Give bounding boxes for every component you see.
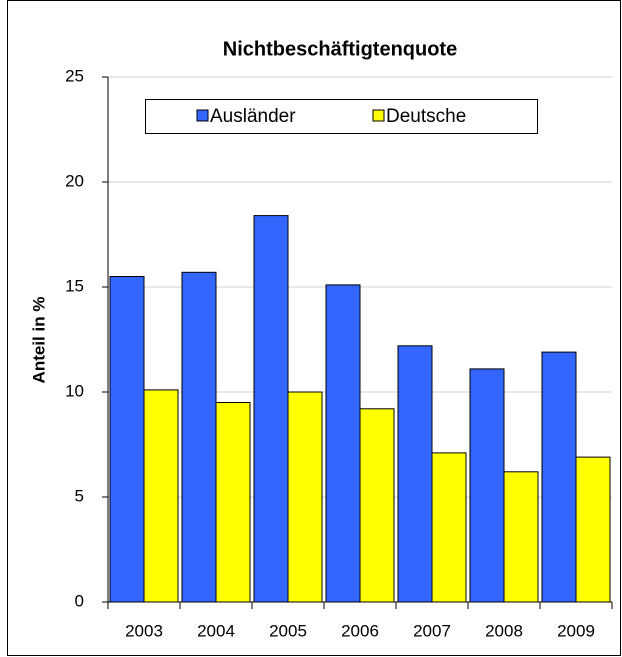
legend-label: Ausländer: [210, 106, 296, 127]
chart-title: Nichtbeschäftigtenquote: [223, 38, 457, 60]
y-axis-label: Anteil in %: [29, 297, 48, 384]
x-tick-label: 2009: [557, 621, 595, 640]
bar: [287, 391, 323, 603]
bar: [325, 284, 361, 603]
bar: [469, 368, 505, 603]
bar: [109, 276, 145, 603]
y-tick-label: 20: [65, 171, 84, 190]
y-tick-label: 0: [75, 591, 84, 610]
y-tick-label: 25: [65, 66, 84, 85]
x-tick-label: 2005: [269, 621, 307, 640]
bar: [397, 345, 433, 603]
y-tick-label: 15: [65, 276, 84, 295]
legend-label: Deutsche: [386, 106, 466, 127]
bar: [359, 408, 395, 603]
legend-swatch: [196, 109, 209, 122]
bar: [431, 452, 467, 603]
x-tick-label: 2008: [485, 621, 523, 640]
x-tick-label: 2006: [341, 621, 379, 640]
bar: [181, 271, 217, 603]
bar: [541, 351, 577, 603]
y-tick-label: 5: [75, 486, 84, 505]
bar: [575, 456, 611, 603]
bar: [503, 471, 539, 603]
legend-swatch: [372, 109, 385, 122]
legend-box: [145, 99, 538, 134]
x-tick-label: 2007: [413, 621, 451, 640]
y-tick-label: 10: [65, 381, 84, 400]
bar: [253, 215, 289, 603]
bar: [215, 402, 251, 603]
bar: [143, 389, 179, 603]
x-tick-label: 2003: [125, 621, 163, 640]
x-tick-label: 2004: [197, 621, 235, 640]
